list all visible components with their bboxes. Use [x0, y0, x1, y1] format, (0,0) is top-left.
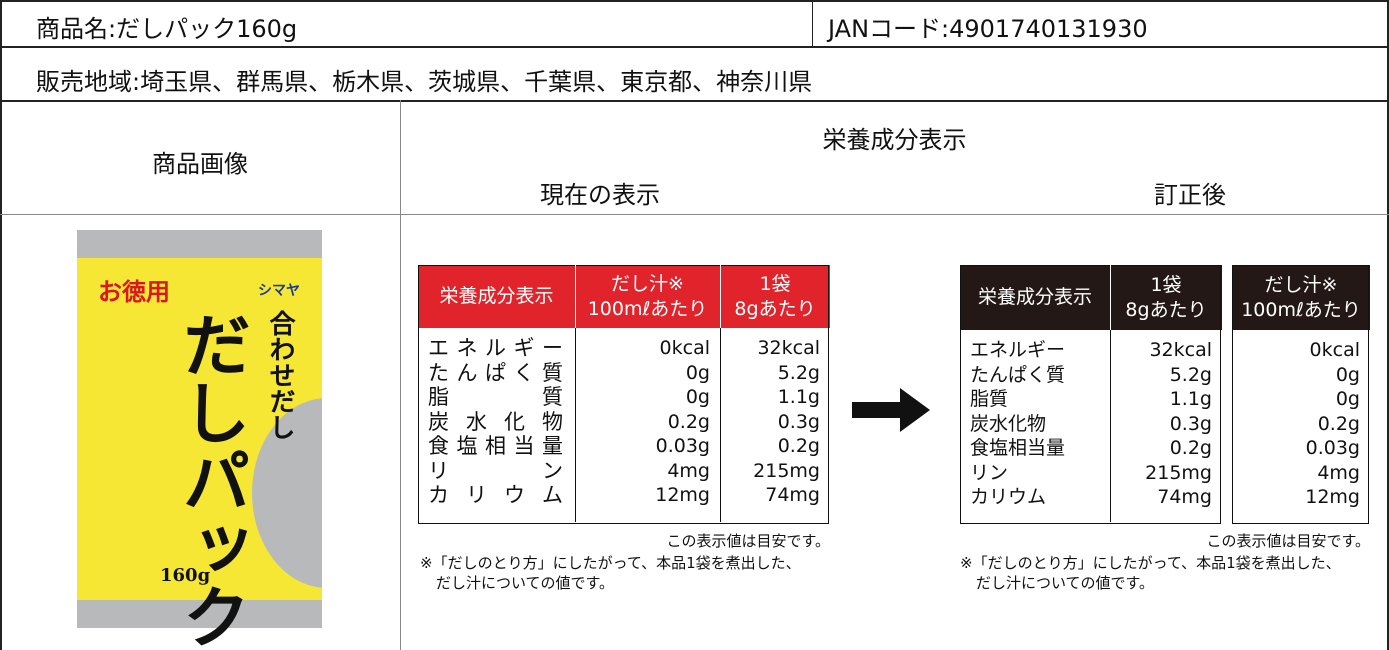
table-header-bg [960, 265, 1222, 330]
border [1387, 0, 1389, 650]
col-line [575, 328, 576, 522]
nutrient-name: 脂質 [970, 388, 1009, 410]
note: この表示値は目安です。 [1206, 532, 1370, 550]
nutrient-value: 0.2g [1169, 437, 1212, 459]
nutrition-header: 栄養成分表示 [822, 126, 967, 154]
nutrient-value: 5.2g [777, 361, 820, 384]
nutrient-value: 0g [685, 361, 710, 384]
arrow [852, 388, 930, 432]
col-line [575, 265, 576, 328]
col-line [400, 100, 401, 650]
note: この表示値は目安です。 [666, 532, 830, 550]
table-header-bg [418, 265, 830, 328]
nutrient-name: エネルギー [970, 339, 1066, 361]
nutrient-value: 0.2g [667, 410, 710, 433]
nutrient-value: 32kcal [1149, 339, 1212, 361]
col-line [1110, 330, 1111, 522]
nutrient-value: 0.3g [1169, 412, 1212, 435]
note: だし汁についての値です。 [976, 574, 1155, 592]
nutrient-value: 0g [685, 386, 710, 408]
col-line [720, 265, 721, 328]
table-box [418, 265, 829, 524]
nutrient-value: 12mg [655, 484, 710, 506]
table-header: 8gあたり [734, 297, 816, 320]
nutrient-value: 0g [1335, 363, 1360, 386]
jan-code: JANコード:4901740131930 [828, 15, 1148, 43]
nutrient-value: 74mg [1157, 486, 1212, 508]
nutrient-name: 食塩相当量 [428, 434, 563, 458]
nutrient-name: 炭水化物 [428, 409, 563, 434]
nutrient-value: 4mg [1317, 461, 1360, 484]
nutrient-name: カリウム [428, 483, 563, 507]
package-name: だしパック [170, 310, 249, 650]
nutrient-value: 215mg [1145, 461, 1212, 484]
table-header: 栄養成分表示 [977, 286, 1092, 308]
nutrient-value: 0.03g [1305, 437, 1360, 459]
nutrient-name: リン [428, 458, 563, 483]
nutrient-value: 1.1g [777, 386, 820, 408]
row-line [0, 46, 1389, 48]
nutrient-value: 32kcal [757, 337, 820, 359]
weight: 160g [160, 565, 211, 586]
image-header: 商品画像 [152, 150, 248, 178]
border [0, 0, 2, 650]
nutrient-name: たんぱく質 [970, 363, 1066, 386]
table-header: 8gあたり [1125, 298, 1207, 321]
table-box [960, 265, 1221, 524]
package-front [77, 258, 322, 600]
table-header: 栄養成分表示 [439, 285, 554, 307]
table-header: だし汁※ [1264, 273, 1338, 296]
nutrient-value: 0.03g [655, 435, 710, 457]
nutrient-value: 1.1g [1169, 388, 1212, 410]
table-header: 100mℓあたり [587, 297, 708, 320]
corrected-label: 訂正後 [1154, 181, 1226, 209]
subtitle: 合わせだし [265, 310, 295, 440]
brand: シマヤ [258, 283, 300, 299]
nutrient-name: 食塩相当量 [970, 437, 1066, 459]
table-header: 1袋 [759, 272, 791, 295]
nutrient-value: 74mg [765, 484, 820, 506]
region: 販売地域:埼玉県、群馬県、栃木県、茨城県、千葉県、東京都、神奈川県 [36, 68, 813, 96]
col-line [1110, 265, 1111, 330]
border [0, 0, 1389, 2]
row-line [0, 214, 1389, 215]
note: ※「だしのとり方」にしたがって、本品1袋を煮出した、 [960, 554, 1341, 572]
nutrient-name: 炭水化物 [970, 412, 1047, 435]
nutrient-value: 0.2g [1317, 412, 1360, 435]
nutrient-value: 0kcal [1309, 339, 1360, 361]
nutrient-name: カリウム [970, 486, 1047, 508]
nutrient-value: 12mg [1305, 486, 1360, 508]
product-name: 商品名:だしパック160g [36, 15, 298, 43]
col-line [720, 328, 721, 522]
table-box [1232, 265, 1369, 524]
note: だし汁についての値です。 [436, 574, 615, 592]
nutrient-name: たんぱく質 [428, 360, 563, 385]
nutrient-name: リン [970, 461, 1009, 484]
nutrient-value: 0g [1335, 388, 1360, 410]
table-header: だし汁※ [611, 272, 684, 295]
col-line [812, 0, 813, 46]
nutrient-name: エネルギー [428, 336, 563, 360]
nutrient-value: 0kcal [659, 337, 710, 359]
badge: お徳用 [98, 277, 170, 306]
row-line [0, 100, 1389, 102]
table-header-bg [1232, 265, 1370, 330]
nutrient-name: 脂質 [428, 385, 563, 409]
nutrient-value: 215mg [753, 459, 820, 482]
nutrient-value: 4mg [667, 459, 710, 482]
note: ※「だしのとり方」にしたがって、本品1袋を煮出した、 [420, 554, 801, 572]
nutrient-value: 0.2g [777, 435, 820, 457]
table-header: 1袋 [1150, 273, 1182, 296]
nutrient-value: 0.3g [777, 410, 820, 433]
current-label: 現在の表示 [540, 181, 660, 209]
table-header: 100mℓあたり [1241, 298, 1361, 321]
nutrient-value: 5.2g [1169, 363, 1212, 386]
